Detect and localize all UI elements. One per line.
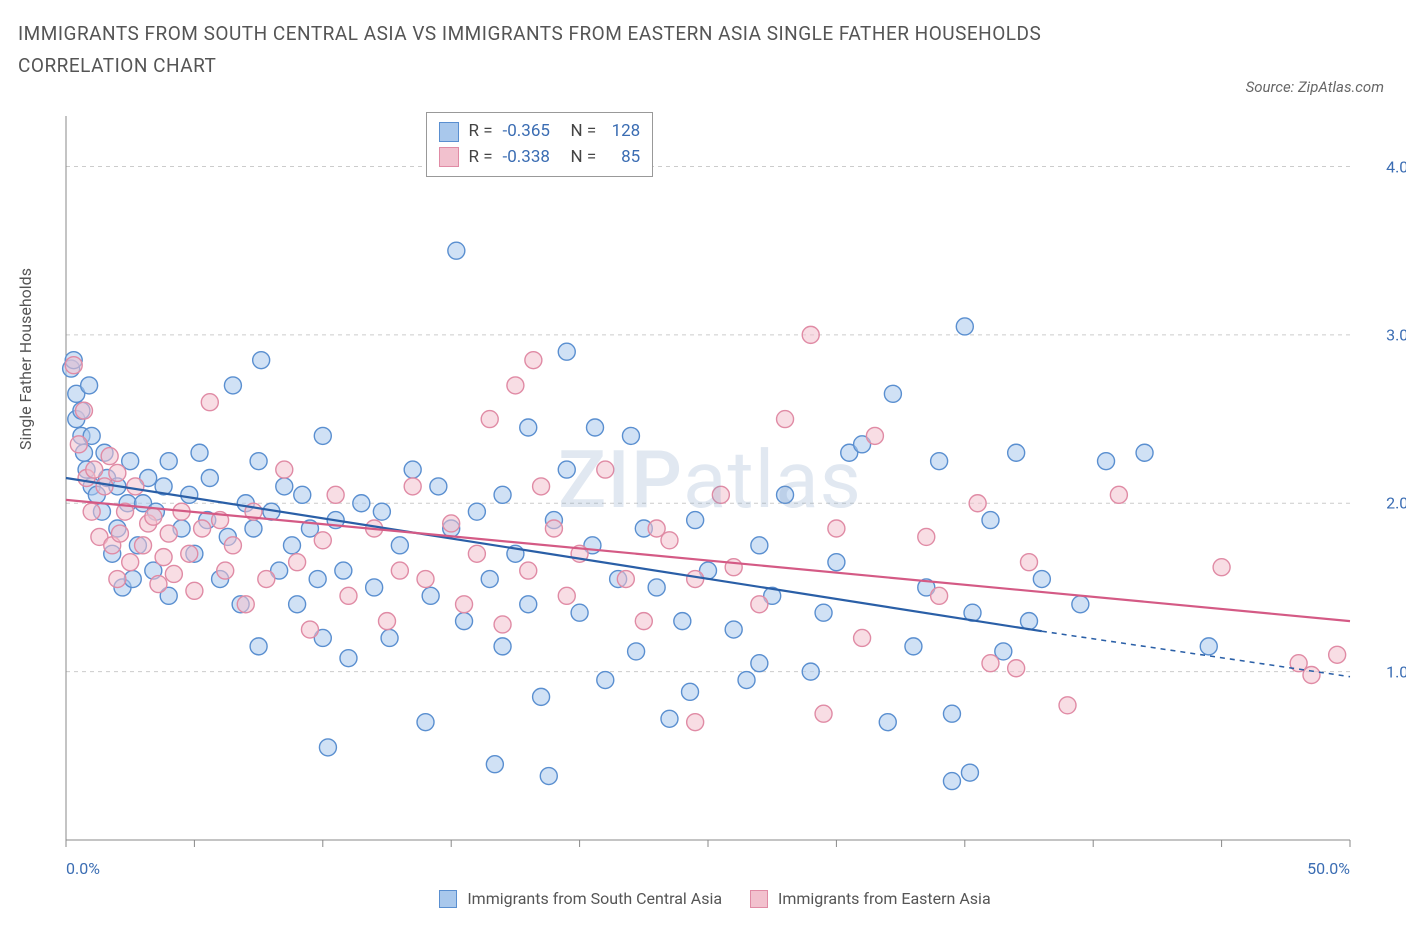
chart-area: ZIPatlas 1.0%2.0%3.0%4.0% 0.0%50.0% R =-… bbox=[60, 110, 1360, 850]
y-tick-label: 4.0% bbox=[1386, 157, 1406, 176]
stats-row: R = -0.338 N = 85 bbox=[439, 145, 641, 171]
stats-r-label: R = bbox=[469, 119, 493, 145]
chart-title: IMMIGRANTS FROM SOUTH CENTRAL ASIA VS IM… bbox=[18, 18, 1118, 83]
source-attribution: Source: ZipAtlas.com bbox=[1246, 78, 1384, 96]
stats-n-label: N = bbox=[571, 119, 597, 145]
stats-r-value: -0.365 bbox=[503, 119, 561, 145]
stats-r-label: R = bbox=[469, 145, 493, 171]
legend-label-1: Immigrants from South Central Asia bbox=[467, 889, 722, 908]
stats-swatch bbox=[439, 147, 459, 167]
stats-row: R = -0.365 N = 128 bbox=[439, 119, 641, 145]
y-tick-label: 1.0% bbox=[1386, 662, 1406, 681]
bottom-legend: Immigrants from South Central Asia Immig… bbox=[0, 889, 1406, 908]
x-tick-label: 50.0% bbox=[1307, 859, 1350, 878]
stats-legend-box: R = -0.365 N = 128 R = -0.338 N = 85 bbox=[426, 112, 654, 177]
stats-swatch bbox=[439, 122, 459, 142]
y-tick-label: 2.0% bbox=[1386, 494, 1406, 513]
legend-swatch-2 bbox=[750, 890, 768, 908]
legend-swatch-1 bbox=[439, 890, 457, 908]
scatter-chart-svg bbox=[60, 110, 1360, 850]
stats-n-label: N = bbox=[571, 145, 597, 171]
stats-r-value: -0.338 bbox=[503, 145, 561, 171]
legend-label-2: Immigrants from Eastern Asia bbox=[778, 889, 991, 908]
stats-n-value: 128 bbox=[606, 119, 640, 145]
x-tick-label: 0.0% bbox=[66, 859, 100, 878]
y-tick-label: 3.0% bbox=[1386, 325, 1406, 344]
y-axis-label: Single Father Households bbox=[16, 268, 35, 450]
stats-n-value: 85 bbox=[606, 145, 640, 171]
